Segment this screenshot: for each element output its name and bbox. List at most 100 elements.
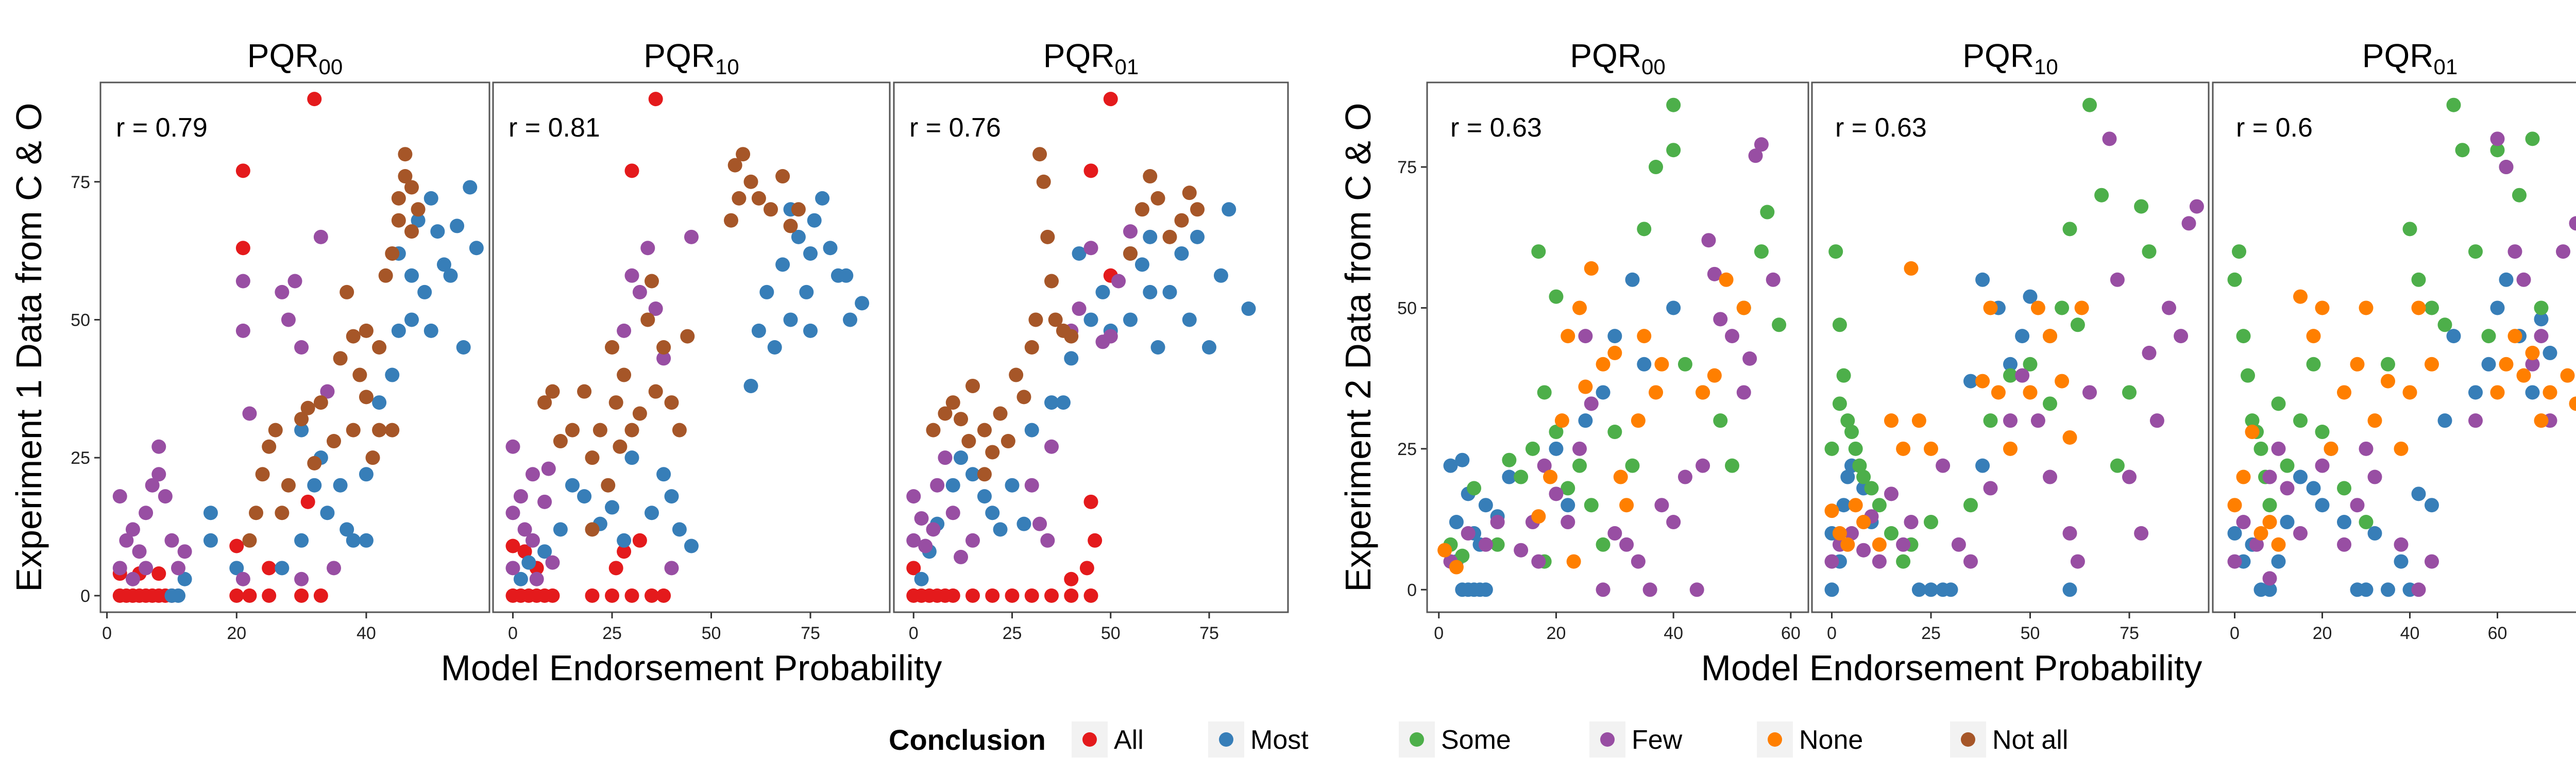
- data-point-few: [1856, 543, 1871, 558]
- data-point-some: [2043, 396, 2057, 411]
- data-point-all: [1083, 588, 1098, 603]
- data-point-few: [938, 450, 953, 465]
- data-point-few: [505, 506, 520, 520]
- x-tick-label: 25: [1921, 624, 1941, 643]
- data-point-few: [2337, 537, 2351, 552]
- data-point-some: [2055, 300, 2070, 315]
- data-point-few: [1461, 526, 1476, 541]
- data-point-none: [1531, 509, 1546, 524]
- data-point-not-all: [1028, 312, 1043, 327]
- data-point-few: [517, 522, 532, 537]
- panel-title: PQR10: [1962, 37, 2058, 79]
- data-point-most: [430, 224, 445, 239]
- data-point-not-all: [249, 506, 263, 520]
- data-point-all: [517, 544, 532, 559]
- data-point-few: [119, 533, 134, 548]
- data-point-most: [823, 241, 838, 256]
- data-point-not-all: [775, 169, 790, 184]
- data-point-some: [1848, 441, 1863, 456]
- data-point-not-all: [961, 434, 976, 449]
- x-tick-label: 60: [2488, 624, 2507, 643]
- data-point-not-all: [585, 522, 600, 537]
- data-point-few: [1748, 148, 1763, 163]
- data-point-all: [505, 539, 520, 553]
- data-point-some: [2381, 357, 2395, 372]
- panel-frame: [893, 81, 1289, 613]
- data-point-most: [2293, 469, 2308, 484]
- data-point-most: [1549, 441, 1564, 456]
- data-point-all: [1044, 588, 1059, 603]
- data-point-not-all: [352, 367, 367, 382]
- data-point-all: [1064, 588, 1079, 603]
- data-point-few: [2189, 199, 2204, 214]
- data-point-most: [914, 572, 929, 586]
- x-tick-label: 25: [602, 624, 622, 643]
- data-point-most: [672, 522, 687, 537]
- data-point-none: [2402, 385, 2417, 400]
- data-point-not-all: [743, 174, 758, 189]
- data-point-some: [1607, 425, 1622, 440]
- data-point-most: [521, 555, 536, 570]
- data-point-few: [965, 533, 980, 548]
- x-tick-label: 50: [1101, 624, 1121, 643]
- data-point-all: [1079, 561, 1094, 576]
- data-point-not-all: [1143, 169, 1158, 184]
- data-point-none: [1904, 261, 1919, 276]
- data-point-none: [2350, 357, 2365, 372]
- data-point-some: [2402, 222, 2417, 237]
- data-point-some: [2003, 368, 2018, 383]
- data-point-not-all: [640, 312, 655, 327]
- data-point-most: [2437, 413, 2452, 428]
- data-point-none: [1543, 469, 1558, 484]
- data-point-few: [1514, 543, 1529, 558]
- y-tick-label: 25: [71, 448, 90, 468]
- data-point-all: [965, 588, 980, 603]
- data-point-few: [2490, 131, 2505, 146]
- data-point-some: [2094, 188, 2109, 203]
- data-point-some: [2122, 385, 2137, 400]
- data-point-most: [2003, 357, 2018, 372]
- y-tick-label: 0: [1407, 580, 1417, 600]
- data-point-most: [411, 213, 426, 228]
- data-point-not-all: [242, 533, 257, 548]
- data-point-none: [2262, 515, 2277, 530]
- data-point-some: [2236, 329, 2251, 344]
- data-point-some: [2232, 244, 2246, 259]
- data-point-few: [505, 439, 520, 454]
- data-point-most: [294, 533, 309, 548]
- data-point-most: [436, 257, 451, 272]
- data-point-most: [275, 561, 290, 576]
- data-point-some: [1490, 537, 1505, 552]
- data-point-most: [307, 478, 322, 493]
- data-point-most: [2271, 554, 2286, 569]
- data-point-some: [2241, 368, 2255, 383]
- data-point-few: [2525, 357, 2540, 372]
- data-point-some: [2446, 97, 2461, 112]
- data-point-not-all: [1048, 312, 1063, 327]
- data-point-most: [2337, 515, 2351, 530]
- data-point-most: [2315, 498, 2330, 513]
- data-point-few: [945, 506, 960, 520]
- data-point-few: [1044, 439, 1059, 454]
- data-point-few: [1844, 526, 1859, 541]
- data-point-not-all: [724, 213, 738, 228]
- data-point-few: [2556, 244, 2570, 259]
- data-point-most: [799, 284, 814, 299]
- data-point-few: [624, 268, 639, 283]
- data-point-few: [2425, 554, 2439, 569]
- x-axis-label: Model Endorsement Probability: [1701, 648, 2202, 688]
- data-point-most: [391, 323, 406, 338]
- data-point-few: [2534, 329, 2549, 344]
- data-point-none: [1832, 526, 1847, 541]
- panel-title: PQR01: [1043, 37, 1139, 79]
- legend-swatch: [1410, 732, 1424, 747]
- legend-item-some: Some: [1399, 721, 1511, 758]
- data-point-most: [993, 522, 1008, 537]
- data-point-few: [1072, 301, 1087, 316]
- data-point-few: [1578, 329, 1593, 344]
- data-point-none: [1654, 357, 1669, 372]
- data-point-few: [1572, 441, 1587, 456]
- data-point-few: [2359, 441, 2374, 456]
- data-point-few: [656, 351, 671, 366]
- data-point-some: [1760, 205, 1775, 220]
